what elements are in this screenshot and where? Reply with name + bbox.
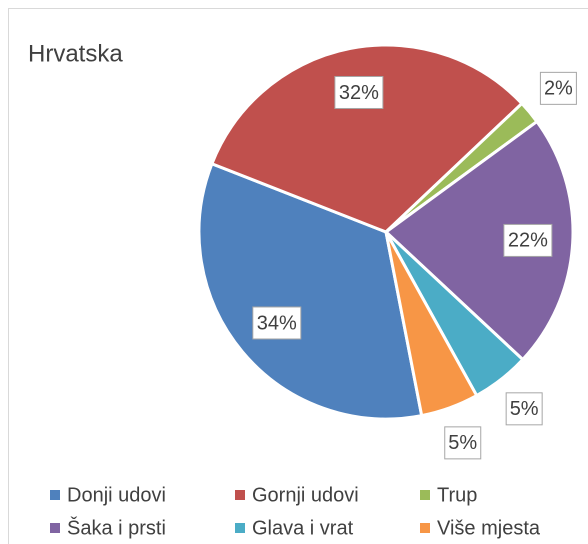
data-label: 5%: [510, 398, 539, 420]
data-label-box: [503, 223, 553, 257]
legend-label: Gornji udovi: [252, 484, 359, 506]
legend-marker: [50, 523, 60, 533]
legend-marker: [420, 523, 430, 533]
data-label-box: [334, 75, 384, 109]
chart-title: Hrvatska: [28, 40, 123, 67]
legend-label: Donji udovi: [67, 484, 166, 506]
data-label: 5%: [448, 432, 477, 454]
legend-marker: [420, 490, 430, 500]
legend-marker: [235, 523, 245, 533]
legend-label: Trup: [437, 484, 477, 506]
data-label-box: [505, 392, 543, 426]
pie-slice: [383, 119, 575, 362]
legend-label: Više mjesta: [437, 517, 541, 539]
pie-slice: [197, 161, 424, 421]
data-label-box: [252, 306, 302, 340]
legend-marker: [50, 490, 60, 500]
legend-label: Glava i vrat: [252, 517, 354, 539]
pie-slice: [384, 231, 479, 418]
legend-marker: [235, 490, 245, 500]
data-label-box: [444, 426, 482, 460]
data-label: 2%: [544, 78, 573, 100]
pie-slice: [209, 43, 524, 234]
data-label-box: [539, 71, 577, 105]
data-label: 22%: [508, 230, 548, 252]
data-label: 32%: [339, 82, 379, 104]
legend-label: Šaka i prsti: [67, 516, 166, 539]
data-label: 34%: [257, 312, 297, 334]
